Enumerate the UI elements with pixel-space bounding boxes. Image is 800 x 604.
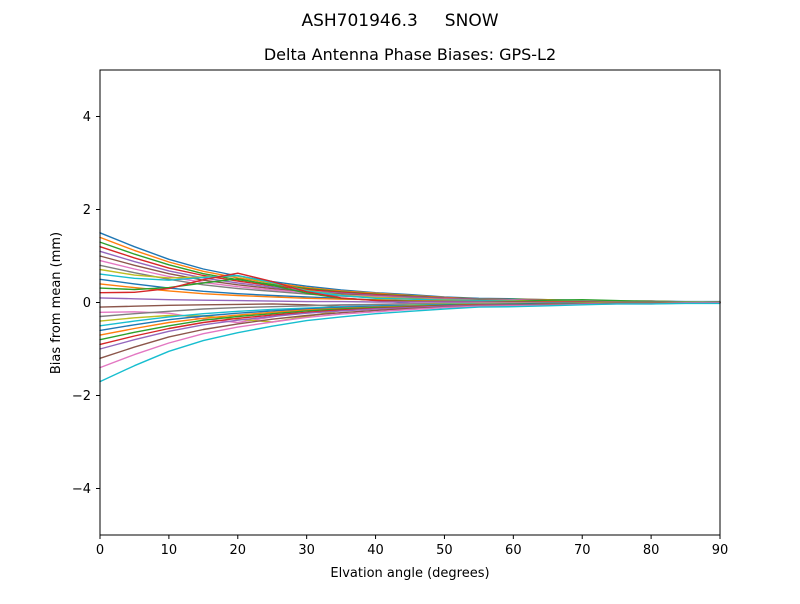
y-axis-label: Bias from mean (mm) — [49, 232, 64, 374]
x-tick-label: 10 — [161, 543, 178, 558]
x-tick-label: 70 — [574, 543, 591, 558]
x-tick-label: 50 — [436, 543, 453, 558]
series-line-prn01 — [99, 232, 721, 303]
figure-title: ASH701946.3 SNOW — [301, 11, 498, 31]
x-tick-label: 90 — [712, 543, 729, 558]
y-tick-label: 2 — [83, 203, 91, 218]
series-line-prn04 — [99, 245, 721, 303]
x-tick-label: 30 — [298, 543, 315, 558]
series-line-prn27 — [99, 302, 721, 369]
y-tick-label: 0 — [83, 296, 91, 311]
y-tick-label: −2 — [72, 389, 91, 404]
x-tick-label: 20 — [230, 543, 247, 558]
x-tick-label: 0 — [96, 543, 104, 558]
series-line-prn28 — [99, 302, 721, 383]
y-tick-label: 4 — [83, 110, 91, 125]
axes-title: Delta Antenna Phase Biases: GPS-L2 — [264, 45, 556, 64]
x-tick-label: 40 — [367, 543, 384, 558]
x-axis-label: Elvation angle (degrees) — [330, 566, 489, 581]
x-tick-label: 60 — [505, 543, 522, 558]
y-tick-label: −4 — [72, 482, 91, 497]
x-tick-label: 80 — [643, 543, 660, 558]
ticks-group: 0 10 20 30 40 50 60 70 80 90 −4 −2 0 2 4 — [72, 110, 728, 558]
series-group — [99, 232, 721, 383]
